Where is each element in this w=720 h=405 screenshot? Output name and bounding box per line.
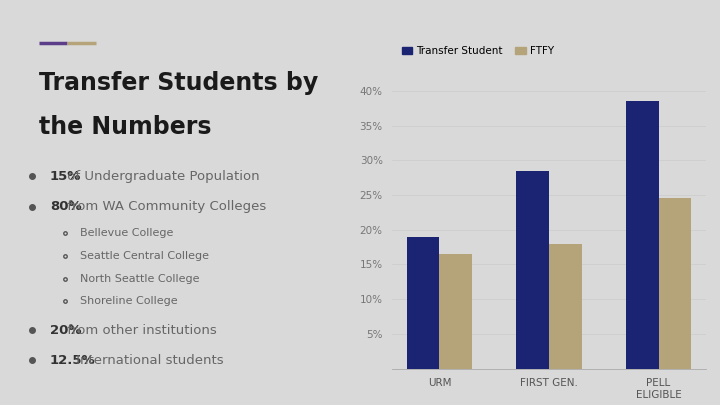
Text: Shoreline College: Shoreline College	[80, 296, 177, 306]
Text: from other institutions: from other institutions	[63, 324, 217, 337]
Bar	[407, 237, 439, 369]
Text: North Seattle College: North Seattle College	[80, 274, 199, 284]
Bar	[549, 243, 582, 369]
Text: Transfer Students by: Transfer Students by	[39, 71, 318, 95]
Text: of Undergraduate Population: of Undergraduate Population	[63, 170, 260, 183]
Text: 12.5%: 12.5%	[50, 354, 96, 367]
Bar	[516, 171, 549, 369]
Text: 80%: 80%	[50, 200, 81, 213]
Text: 20%: 20%	[50, 324, 81, 337]
Text: 15%: 15%	[50, 170, 81, 183]
Bar	[439, 254, 472, 369]
Text: Bellevue College: Bellevue College	[80, 228, 173, 238]
Legend: Transfer Student, FTFY: Transfer Student, FTFY	[397, 42, 558, 60]
Text: Seattle Central College: Seattle Central College	[80, 251, 209, 261]
Bar	[659, 198, 691, 369]
Text: the Numbers: the Numbers	[39, 115, 212, 139]
Bar	[626, 101, 659, 369]
Text: from WA Community Colleges: from WA Community Colleges	[63, 200, 266, 213]
Text: International students: International students	[72, 354, 224, 367]
